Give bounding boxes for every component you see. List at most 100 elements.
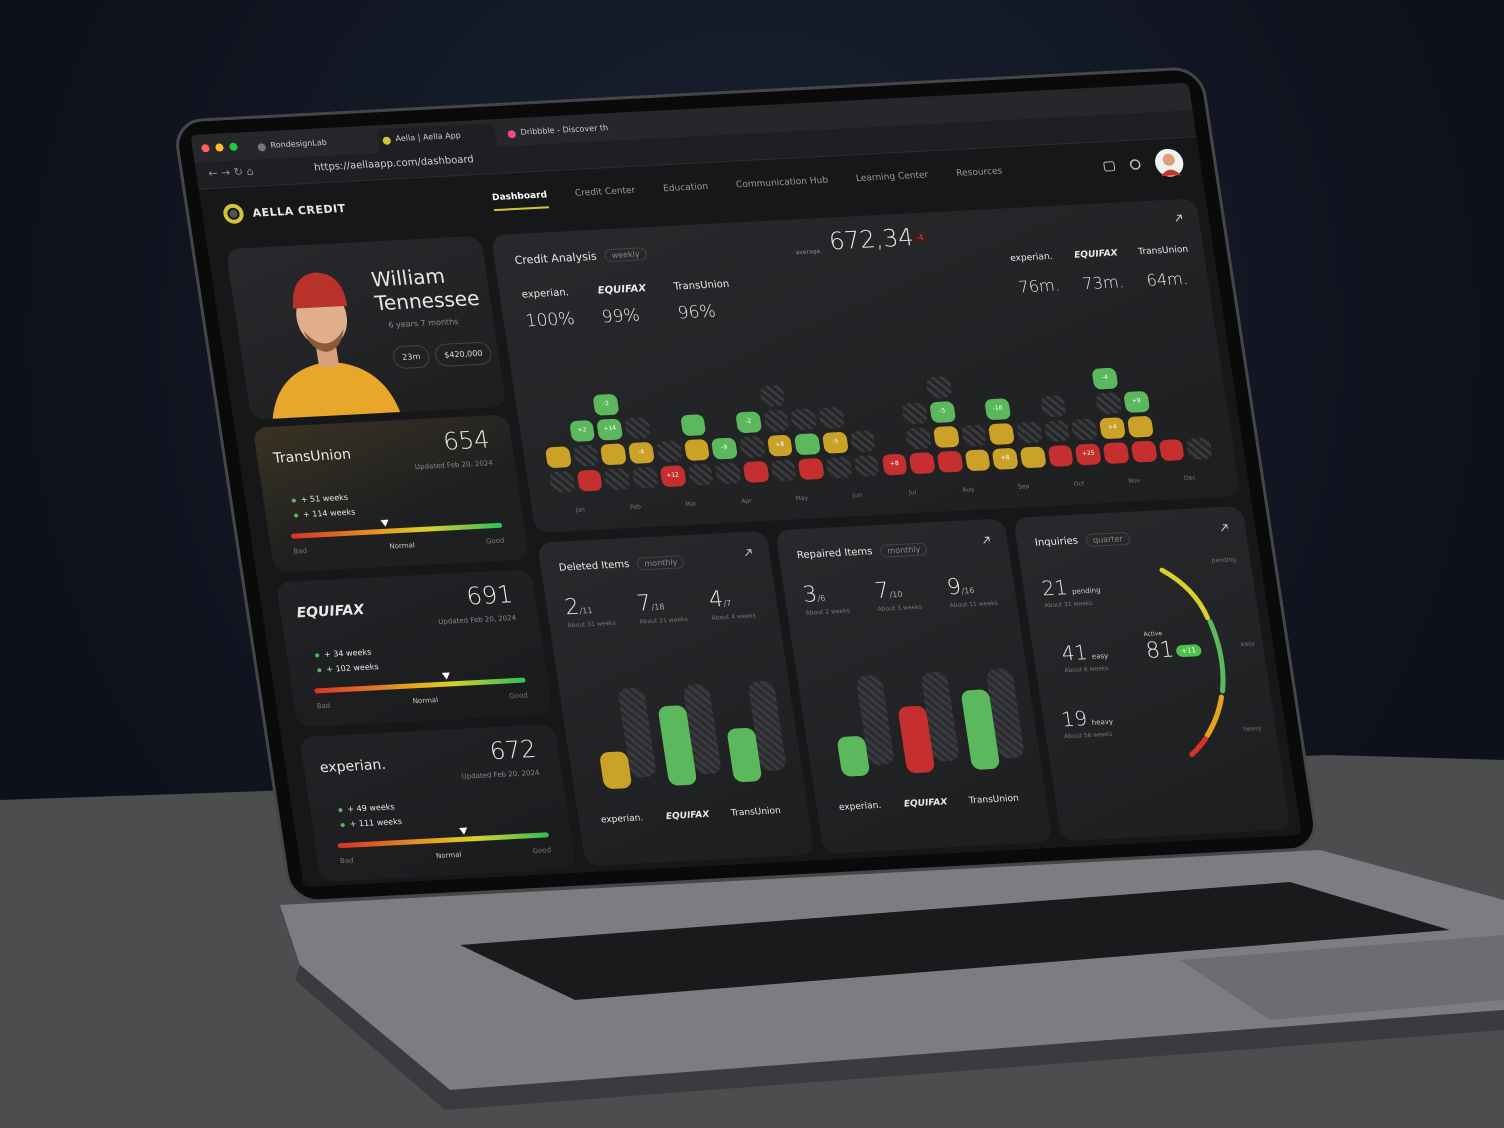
period-pill[interactable]: weekly <box>603 247 648 263</box>
score-marker <box>441 672 451 680</box>
score-cell <box>742 460 770 483</box>
stat: 9/16 About 11 weeks <box>945 573 998 609</box>
stat-total: /10 <box>888 589 904 600</box>
settings-icon[interactable] <box>1127 157 1143 172</box>
change-dot <box>317 667 322 672</box>
change-text: + 34 weeks <box>323 647 372 659</box>
scale-label: Bad <box>292 546 308 556</box>
score-cell: +8 <box>991 447 1019 470</box>
period-pill[interactable]: quarter <box>1085 531 1131 548</box>
score-cell <box>714 462 742 485</box>
last-name: Tennessee <box>373 285 482 316</box>
month-label: Aug <box>961 485 975 494</box>
bureau-logo: experian. <box>521 287 570 301</box>
window-controls <box>201 142 238 153</box>
bureau-logo: experian. <box>600 813 645 826</box>
score-cell <box>1015 421 1043 444</box>
score-cell <box>905 427 932 450</box>
score-cell: -4 <box>1091 367 1119 390</box>
period-pill[interactable]: monthly <box>636 555 686 571</box>
score-cell <box>572 444 600 467</box>
stat-total: /7 <box>722 598 733 609</box>
month-label: Nov <box>1127 477 1141 485</box>
stat-note: About 2 weeks <box>805 607 851 617</box>
score-cell: -16 <box>984 398 1012 421</box>
expand-icon[interactable] <box>980 535 991 545</box>
tab-title: Aella | Aella App <box>394 130 462 144</box>
avatar[interactable] <box>1152 147 1186 178</box>
period-pill[interactable]: monthly <box>879 542 929 558</box>
bureau-logo: EQUIFAX <box>1073 248 1119 261</box>
tab-bar: RondesignLab Aella | Aella App Dribbble - … <box>190 82 1193 163</box>
nav-buttons[interactable]: ← → ↻ ⌂ <box>207 164 255 181</box>
bureau-logo: TransUnion <box>968 793 1020 807</box>
score-cell: -9 <box>711 437 738 460</box>
calendar-icon[interactable] <box>1101 159 1117 174</box>
updated-date: Updated Feb 20, 2024 <box>414 459 494 472</box>
expand-icon[interactable] <box>1218 523 1229 533</box>
score-bar <box>337 832 550 849</box>
score-cell: +4 <box>1099 417 1126 440</box>
updated-date: Updated Feb 20, 2024 <box>461 768 541 781</box>
score-cell <box>1126 415 1154 438</box>
nav-link[interactable]: Credit Center <box>574 185 637 199</box>
bureau-card: experian. 672 Updated Feb 20, 2024 + 49 wee… <box>299 723 577 883</box>
nav-link[interactable]: Resources <box>955 166 1004 179</box>
score-cell: -2 <box>735 411 762 434</box>
repaired-card: Repaired Items monthly 3/6 About 2 weeks exp… <box>775 518 1053 854</box>
expand-icon[interactable] <box>742 548 753 558</box>
stat-value: 21 <box>1040 575 1070 601</box>
month-label: Mar <box>684 500 698 509</box>
change-row: + 51 weeks <box>291 493 349 505</box>
score-cell <box>932 425 960 448</box>
nav-link[interactable]: Communication Hub <box>735 175 829 191</box>
url[interactable]: https://aellaapp.com/dashboard <box>313 154 475 174</box>
icon-path <box>1221 524 1228 532</box>
gauge-segment <box>1204 694 1224 739</box>
score-cell: +12 <box>659 465 687 488</box>
average-value: 672,34 <box>827 223 916 256</box>
score-cell <box>1130 440 1158 463</box>
cell-label: +8 <box>889 459 900 468</box>
change-text: + 102 weeks <box>325 662 380 674</box>
cell-label: -9 <box>720 443 728 452</box>
score-cell <box>687 463 714 486</box>
score-cell <box>576 469 604 492</box>
stat-note: About 6 weeks <box>1063 664 1110 675</box>
logo[interactable]: AELLA CREDIT <box>221 197 347 225</box>
score-cell <box>818 406 846 429</box>
profile-stat: 23m <box>391 344 431 370</box>
score-cell <box>908 452 936 475</box>
score-cell <box>1043 420 1071 443</box>
stat: 4/7 About 4 weeks <box>707 586 756 621</box>
score-cell: +25 <box>1075 443 1102 466</box>
profile-stat: $420,000 <box>433 341 494 368</box>
change-row: + 111 weeks <box>340 817 403 829</box>
bureau-logo: TransUnion <box>1137 244 1189 258</box>
stat: 21 pending About 31 weeks <box>1040 573 1103 609</box>
credit-analysis-card: Credit Analysis weekly average 672,34 -4 … <box>490 198 1241 533</box>
month-label: Jan <box>575 506 586 514</box>
score-cell <box>738 436 766 459</box>
cell-label: -4 <box>1101 373 1109 382</box>
score-cell <box>901 402 929 425</box>
bureau-logo: TransUnion <box>730 806 782 819</box>
month-label: Feb <box>629 503 642 511</box>
score-cell <box>770 459 798 482</box>
nav-link[interactable]: Education <box>662 181 709 195</box>
bureau-duration: 76m. <box>1017 275 1062 297</box>
nav-link[interactable]: Dashboard <box>491 190 550 212</box>
bureau-logo: TransUnion <box>673 278 731 293</box>
score-marker <box>458 827 468 835</box>
score-cell <box>762 409 790 432</box>
score-cell <box>1071 418 1099 441</box>
bureau-percent: 99% <box>600 305 642 328</box>
expand-icon[interactable] <box>1173 213 1184 223</box>
score-cell: +8 <box>881 453 908 476</box>
change-row: + 102 weeks <box>317 662 380 674</box>
card-title: Deleted Items <box>558 559 631 574</box>
nav-link[interactable]: Learning Center <box>855 170 930 185</box>
stat-value: 41 <box>1059 640 1089 666</box>
cell-label: +9 <box>1131 397 1142 405</box>
stat: 19 heavy About 56 weeks <box>1060 705 1116 740</box>
